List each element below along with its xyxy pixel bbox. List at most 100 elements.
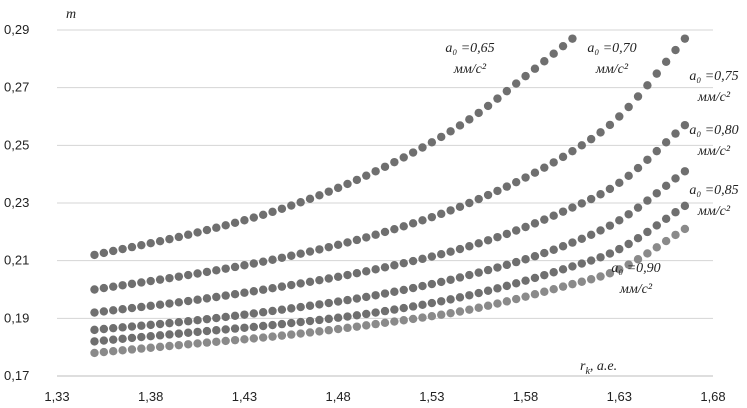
data-point: [315, 315, 324, 325]
data-point: [474, 303, 483, 312]
data-point: [596, 128, 605, 137]
data-point: [512, 279, 521, 288]
data-point: [230, 218, 240, 228]
data-point: [230, 335, 240, 345]
data-point: [680, 224, 690, 234]
data-point: [474, 288, 483, 298]
data-point: [437, 250, 446, 259]
data-point: [221, 221, 230, 230]
data-point: [446, 295, 455, 304]
data-point: [174, 329, 184, 338]
data-point: [652, 146, 661, 156]
data-point: [586, 134, 596, 144]
data-point: [146, 239, 155, 248]
y-axis-label: m: [66, 7, 76, 22]
data-point: [287, 201, 296, 210]
data-point: [502, 297, 512, 306]
series-label-1: a₀ =0,70: [587, 41, 636, 56]
data-point: [605, 269, 615, 278]
data-point: [493, 232, 502, 242]
series-label-5: a₀ =0,90: [611, 261, 660, 276]
data-point: [633, 255, 643, 264]
data-point: [483, 286, 493, 295]
data-point: [493, 94, 502, 103]
data-point: [287, 251, 296, 260]
data-point: [352, 322, 362, 331]
data-point: [502, 229, 512, 239]
data-point: [586, 194, 596, 204]
series-label-0: a₀ =0,65: [445, 41, 494, 56]
data-point: [380, 263, 390, 272]
data-point: [568, 238, 577, 247]
data-point: [184, 328, 193, 337]
data-point: [184, 317, 193, 326]
data-point: [155, 300, 165, 309]
x-axis-label-subscript: k: [585, 366, 590, 377]
data-point: [184, 270, 193, 280]
grid: [57, 29, 713, 377]
data-point: [230, 262, 240, 272]
series-3: [90, 167, 690, 335]
data-point: [390, 317, 399, 326]
data-point: [362, 267, 371, 276]
data-point: [427, 298, 437, 308]
data-point: [155, 237, 165, 246]
data-point: [624, 260, 633, 269]
data-point: [540, 248, 549, 258]
data-point: [296, 279, 305, 288]
data-point: [277, 319, 287, 329]
data-point: [399, 258, 408, 268]
data-point: [633, 234, 643, 243]
data-point: [615, 265, 624, 274]
data-point: [577, 277, 586, 286]
data-point: [530, 64, 540, 73]
data-point: [380, 227, 390, 237]
data-point: [90, 250, 99, 260]
data-point: [624, 210, 633, 219]
data-point: [90, 325, 99, 335]
data-point: [652, 189, 661, 198]
data-point: [165, 330, 174, 339]
data-point: [202, 326, 212, 336]
data-point: [137, 332, 146, 342]
data-point: [165, 273, 174, 283]
data-point: [390, 305, 399, 314]
data-point: [362, 233, 371, 242]
data-point: [530, 290, 540, 299]
data-point: [465, 291, 474, 300]
data-point: [596, 226, 605, 235]
data-point: [305, 301, 315, 310]
data-point: [333, 240, 343, 250]
data-point: [324, 298, 333, 308]
data-point: [540, 270, 549, 280]
x-axis-label-suffix: , a.e.: [590, 359, 617, 374]
data-point: [221, 291, 230, 300]
data-point: [558, 265, 568, 274]
data-point: [549, 285, 558, 294]
x-tick-labels: 1,33 1,38 1,43 1,48 1,53 1,58 1,63 1,68: [44, 389, 725, 404]
data-point: [287, 330, 296, 339]
data-point: [427, 279, 437, 289]
data-point: [437, 297, 446, 306]
series-2: [90, 120, 690, 317]
data-point: [118, 244, 127, 254]
data-point: [465, 242, 474, 251]
data-point: [109, 246, 118, 256]
data-point: [615, 112, 624, 121]
data-point: [268, 207, 277, 217]
x-tick-label: 1,63: [607, 389, 632, 404]
data-point: [446, 247, 455, 256]
series-5: [90, 224, 690, 358]
data-point: [343, 312, 352, 321]
data-point: [427, 212, 437, 222]
data-point: [165, 299, 174, 308]
data-point: [315, 191, 324, 200]
data-point: [455, 244, 465, 254]
data-point: [371, 319, 380, 329]
data-point: [596, 253, 605, 262]
data-point: [661, 236, 671, 246]
data-point: [474, 268, 483, 277]
data-point: [643, 249, 652, 258]
series-1: [90, 34, 690, 294]
data-point: [305, 277, 315, 287]
